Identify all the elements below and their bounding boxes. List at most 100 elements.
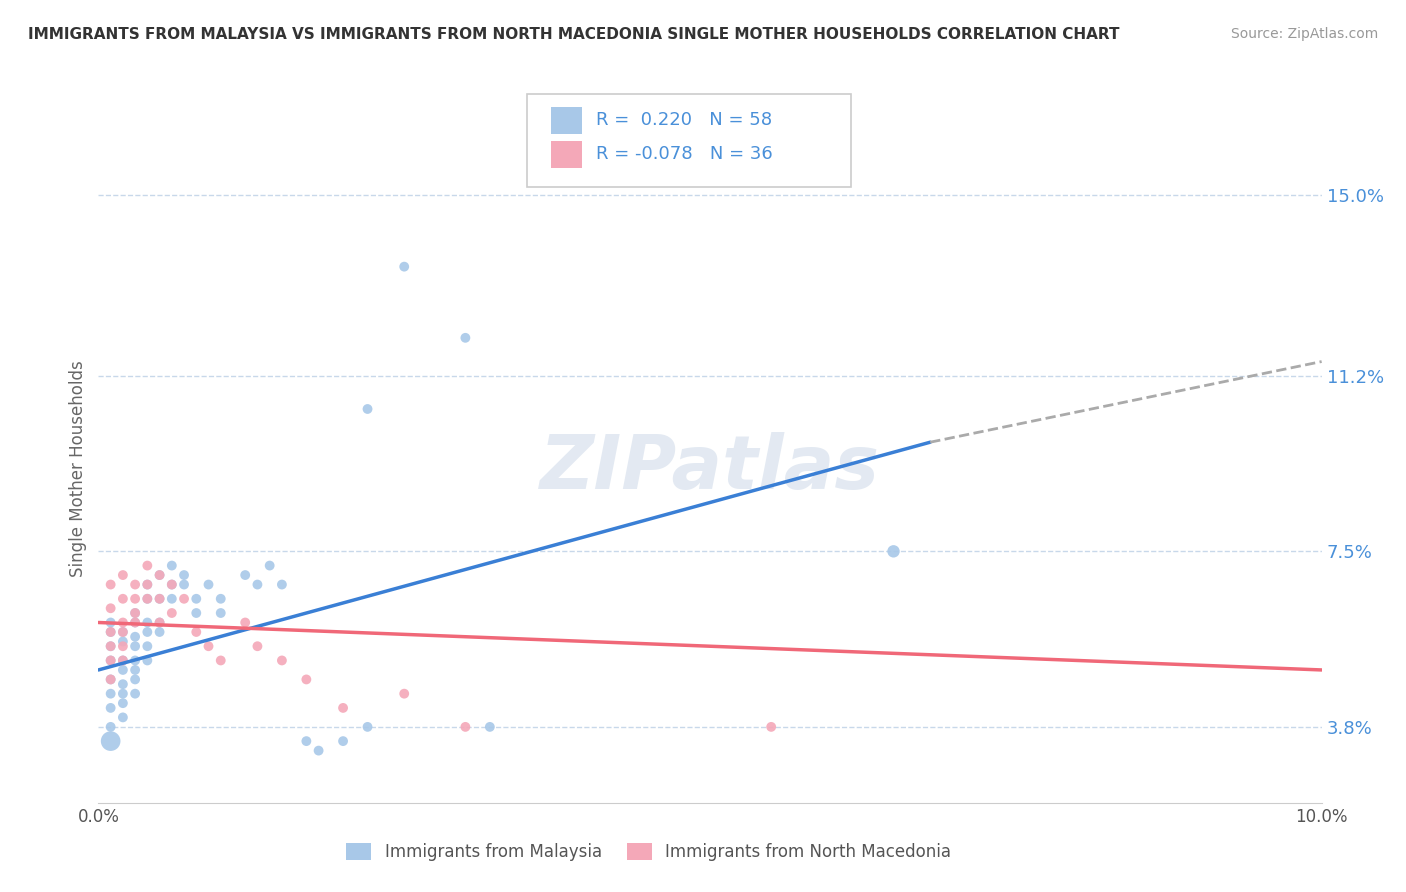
Text: R =  0.220   N = 58: R = 0.220 N = 58	[596, 112, 772, 129]
Point	[124, 577, 146, 591]
Point	[149, 591, 172, 606]
Point	[100, 687, 122, 701]
Point	[136, 558, 159, 573]
Point	[454, 720, 477, 734]
Point	[246, 577, 269, 591]
Point	[233, 615, 256, 630]
Point	[124, 615, 146, 630]
Text: R = -0.078   N = 36: R = -0.078 N = 36	[596, 145, 773, 163]
Point	[270, 653, 292, 667]
Point	[100, 577, 122, 591]
Point	[136, 577, 159, 591]
Point	[209, 606, 232, 620]
Point	[259, 558, 281, 573]
Point	[186, 625, 208, 640]
Point	[111, 677, 134, 691]
Point	[100, 701, 122, 715]
Text: ZIPatlas: ZIPatlas	[540, 432, 880, 505]
Y-axis label: Single Mother Households: Single Mother Households	[69, 360, 87, 576]
Point	[124, 663, 146, 677]
Point	[186, 591, 208, 606]
Point	[100, 653, 122, 667]
Point	[124, 606, 146, 620]
Point	[149, 615, 172, 630]
Point	[136, 639, 159, 653]
Point	[124, 653, 146, 667]
Point	[209, 591, 232, 606]
Point	[100, 673, 122, 687]
Point	[124, 673, 146, 687]
Point	[111, 696, 134, 710]
Point	[111, 663, 134, 677]
Point	[111, 687, 134, 701]
Point	[197, 639, 219, 653]
Point	[136, 591, 159, 606]
Point	[136, 653, 159, 667]
Point	[100, 625, 122, 640]
Point	[111, 568, 134, 582]
Point	[160, 577, 183, 591]
Point	[111, 625, 134, 640]
Point	[136, 577, 159, 591]
Point	[295, 673, 318, 687]
Point	[149, 615, 172, 630]
Point	[392, 260, 416, 274]
Point	[124, 639, 146, 653]
Point	[160, 606, 183, 620]
Point	[124, 606, 146, 620]
Point	[160, 577, 183, 591]
Point	[111, 634, 134, 648]
Point	[100, 639, 122, 653]
Point	[111, 710, 134, 724]
Point	[160, 558, 183, 573]
Point	[308, 743, 330, 757]
Point	[100, 625, 122, 640]
Point	[124, 687, 146, 701]
Point	[270, 577, 292, 591]
Point	[111, 625, 134, 640]
Point	[160, 591, 183, 606]
Point	[149, 591, 172, 606]
Point	[100, 601, 122, 615]
Point	[111, 653, 134, 667]
Point	[100, 720, 122, 734]
Point	[454, 331, 477, 345]
Point	[197, 577, 219, 591]
Point	[111, 591, 134, 606]
Point	[124, 630, 146, 644]
Point	[111, 653, 134, 667]
Point	[332, 734, 354, 748]
Point	[149, 625, 172, 640]
Point	[111, 615, 134, 630]
Point	[136, 591, 159, 606]
Point	[100, 673, 122, 687]
Point	[356, 402, 378, 417]
Point	[149, 568, 172, 582]
Point	[759, 720, 782, 734]
Point	[209, 653, 232, 667]
Point	[100, 653, 122, 667]
Point	[186, 606, 208, 620]
Point	[356, 720, 378, 734]
Point	[332, 701, 354, 715]
Point	[173, 591, 195, 606]
Text: IMMIGRANTS FROM MALAYSIA VS IMMIGRANTS FROM NORTH MACEDONIA SINGLE MOTHER HOUSEH: IMMIGRANTS FROM MALAYSIA VS IMMIGRANTS F…	[28, 27, 1119, 42]
Point	[883, 544, 905, 558]
Point	[173, 577, 195, 591]
Point	[136, 615, 159, 630]
Point	[478, 720, 501, 734]
Point	[100, 734, 122, 748]
Point	[100, 639, 122, 653]
Point	[124, 615, 146, 630]
Point	[392, 687, 416, 701]
Point	[100, 615, 122, 630]
Point	[111, 639, 134, 653]
Point	[136, 625, 159, 640]
Text: Source: ZipAtlas.com: Source: ZipAtlas.com	[1230, 27, 1378, 41]
Point	[295, 734, 318, 748]
Point	[124, 591, 146, 606]
Point	[233, 568, 256, 582]
Point	[173, 568, 195, 582]
Point	[149, 568, 172, 582]
Legend: Immigrants from Malaysia, Immigrants from North Macedonia: Immigrants from Malaysia, Immigrants fro…	[340, 837, 957, 868]
